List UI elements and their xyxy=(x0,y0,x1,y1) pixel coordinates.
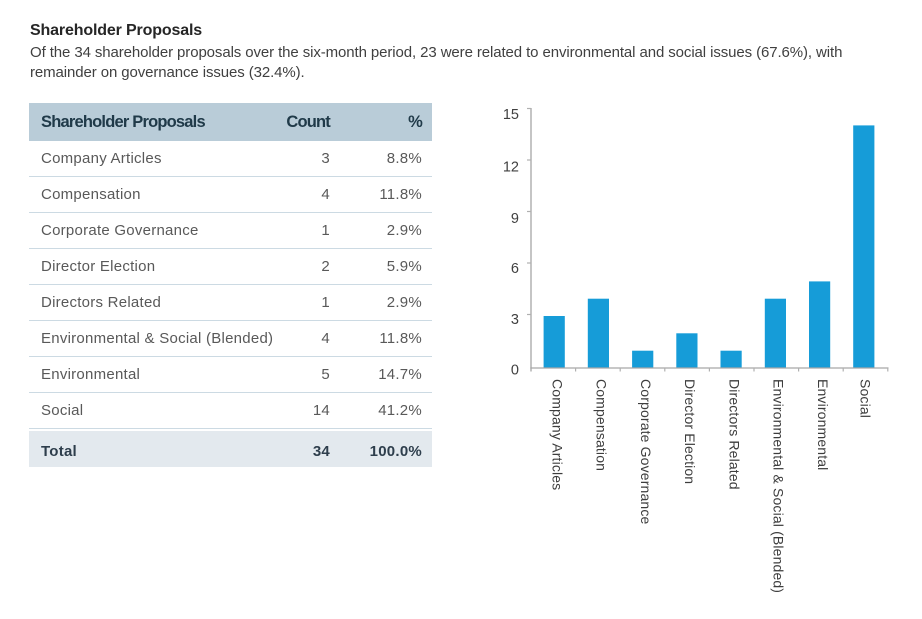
svg-text:Directors Related: Directors Related xyxy=(726,379,742,490)
svg-text:15: 15 xyxy=(503,107,519,123)
svg-text:Environmental: Environmental xyxy=(815,379,831,470)
svg-text:12: 12 xyxy=(503,160,519,176)
svg-text:Corporate Governance: Corporate Governance xyxy=(638,379,654,524)
svg-text:Compensation: Compensation xyxy=(594,379,610,471)
svg-text:Social: Social xyxy=(857,379,873,418)
svg-text:Environmental & Social (Blende: Environmental & Social (Blended) xyxy=(771,379,787,593)
svg-text:9: 9 xyxy=(511,211,519,227)
svg-text:Company Articles: Company Articles xyxy=(550,379,566,490)
svg-text:6: 6 xyxy=(511,261,519,277)
svg-text:Director Election: Director Election xyxy=(682,379,698,484)
svg-text:3: 3 xyxy=(511,312,519,328)
svg-text:0: 0 xyxy=(511,363,519,379)
